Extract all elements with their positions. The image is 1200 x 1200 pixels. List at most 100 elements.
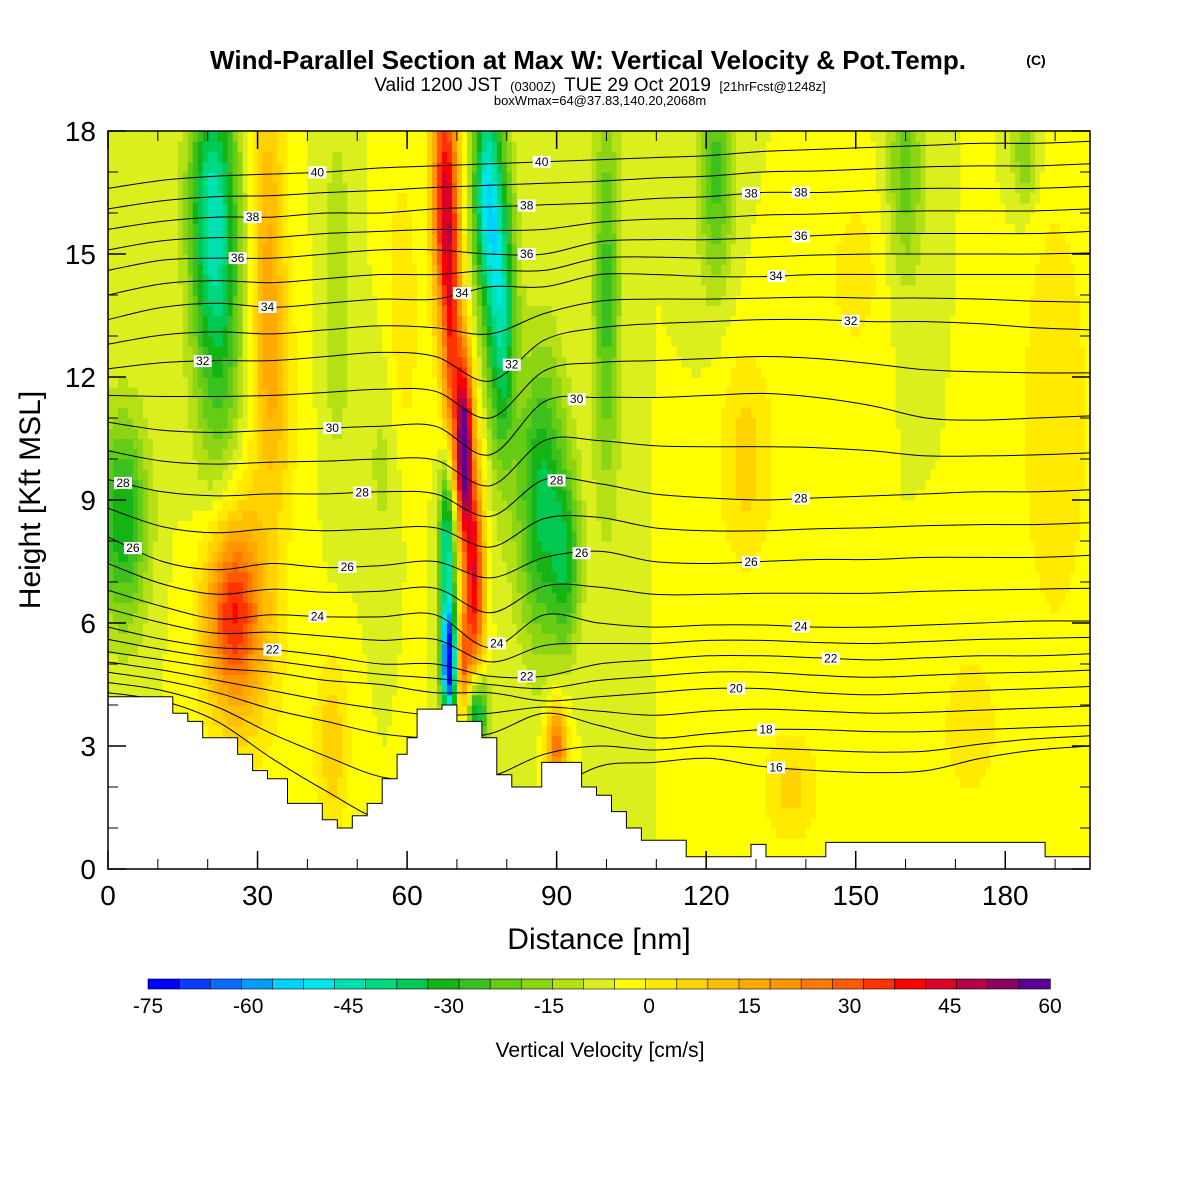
velocity-cell	[397, 336, 403, 347]
velocity-cell	[167, 592, 174, 604]
velocity-cell	[207, 254, 214, 265]
velocity-cell	[417, 213, 423, 224]
velocity-cell	[357, 592, 363, 604]
velocity-cell	[422, 500, 428, 511]
velocity-cell	[397, 602, 403, 614]
velocity-cell	[117, 489, 124, 501]
velocity-cell	[372, 356, 378, 368]
velocity-cell	[412, 295, 418, 306]
velocity-cell	[217, 551, 224, 563]
velocity-cell	[347, 674, 353, 686]
velocity-cell	[167, 243, 174, 255]
velocity-cell	[192, 643, 199, 655]
velocity-cell	[377, 541, 383, 552]
velocity-cell	[247, 233, 254, 245]
velocity-cell	[362, 254, 368, 265]
velocity-cell	[342, 602, 348, 614]
velocity-cell	[387, 315, 393, 327]
velocity-cell	[117, 366, 124, 378]
velocity-cell	[187, 243, 194, 255]
velocity-cell	[282, 336, 289, 347]
velocity-cell	[312, 500, 318, 511]
velocity-cell	[182, 336, 189, 347]
velocity-cell	[152, 428, 159, 440]
velocity-cell	[357, 571, 363, 583]
velocity-cell	[357, 797, 363, 809]
velocity-cell	[441, 571, 448, 583]
velocity-cell	[441, 602, 448, 614]
velocity-cell	[192, 397, 199, 409]
velocity-cell	[357, 787, 363, 798]
velocity-cell	[357, 356, 363, 368]
velocity-cell	[322, 366, 328, 378]
velocity-cell	[372, 223, 378, 235]
velocity-cell	[182, 684, 189, 696]
velocity-cell	[287, 233, 294, 245]
velocity-cell	[422, 407, 428, 419]
velocity-cell	[372, 131, 378, 142]
velocity-cell	[367, 418, 373, 429]
velocity-cell	[422, 284, 428, 296]
velocity-cell	[137, 407, 144, 419]
velocity-cell	[412, 715, 418, 727]
velocity-cell	[441, 397, 448, 409]
velocity-cell	[217, 295, 224, 306]
velocity-cell	[387, 202, 393, 214]
velocity-cell	[357, 284, 363, 296]
vertical-velocity-field	[108, 131, 1090, 869]
velocity-cell	[162, 438, 169, 450]
velocity-cell	[212, 500, 219, 511]
velocity-cell	[347, 510, 353, 522]
velocity-cell	[327, 141, 333, 153]
velocity-cell	[441, 623, 448, 634]
velocity-cell	[362, 530, 368, 542]
velocity-cell	[172, 664, 179, 675]
velocity-cell	[187, 643, 194, 655]
velocity-cell	[282, 397, 289, 409]
velocity-cell	[312, 694, 318, 706]
velocity-cell	[342, 500, 348, 511]
velocity-cell	[147, 387, 154, 399]
velocity-cell	[387, 633, 393, 645]
velocity-cell	[152, 469, 159, 481]
velocity-cell	[122, 254, 129, 265]
velocity-cell	[267, 705, 274, 716]
velocity-cell	[267, 438, 274, 450]
velocity-cell	[397, 346, 403, 358]
velocity-cell	[237, 602, 244, 614]
velocity-cell	[202, 336, 209, 347]
velocity-cell	[222, 541, 229, 552]
velocity-cell	[277, 428, 284, 440]
velocity-cell	[207, 151, 214, 163]
velocity-cell	[347, 725, 353, 737]
velocity-cell	[277, 520, 284, 532]
velocity-cell	[317, 397, 323, 409]
velocity-cell	[432, 561, 438, 573]
velocity-cell	[392, 694, 398, 706]
velocity-cell	[402, 500, 408, 511]
velocity-cell	[302, 284, 308, 296]
velocity-cell	[446, 571, 453, 583]
velocity-cell	[357, 366, 363, 378]
velocity-cell	[297, 479, 303, 491]
velocity-cell	[357, 541, 363, 552]
velocity-cell	[147, 213, 154, 224]
velocity-cell	[292, 366, 299, 378]
velocity-cell	[127, 500, 134, 511]
velocity-cell	[312, 243, 318, 255]
velocity-cell	[152, 366, 159, 378]
velocity-cell	[302, 223, 308, 235]
velocity-cell	[247, 131, 254, 142]
velocity-cell	[407, 366, 413, 378]
velocity-cell	[272, 202, 279, 214]
velocity-cell	[422, 489, 428, 501]
velocity-cell	[177, 551, 184, 563]
velocity-cell	[287, 664, 294, 675]
velocity-cell	[177, 582, 184, 593]
velocity-cell	[197, 366, 204, 378]
velocity-cell	[177, 633, 184, 645]
velocity-cell	[402, 479, 408, 491]
velocity-cell	[212, 428, 219, 440]
velocity-cell	[367, 664, 373, 675]
velocity-cell	[227, 377, 234, 388]
